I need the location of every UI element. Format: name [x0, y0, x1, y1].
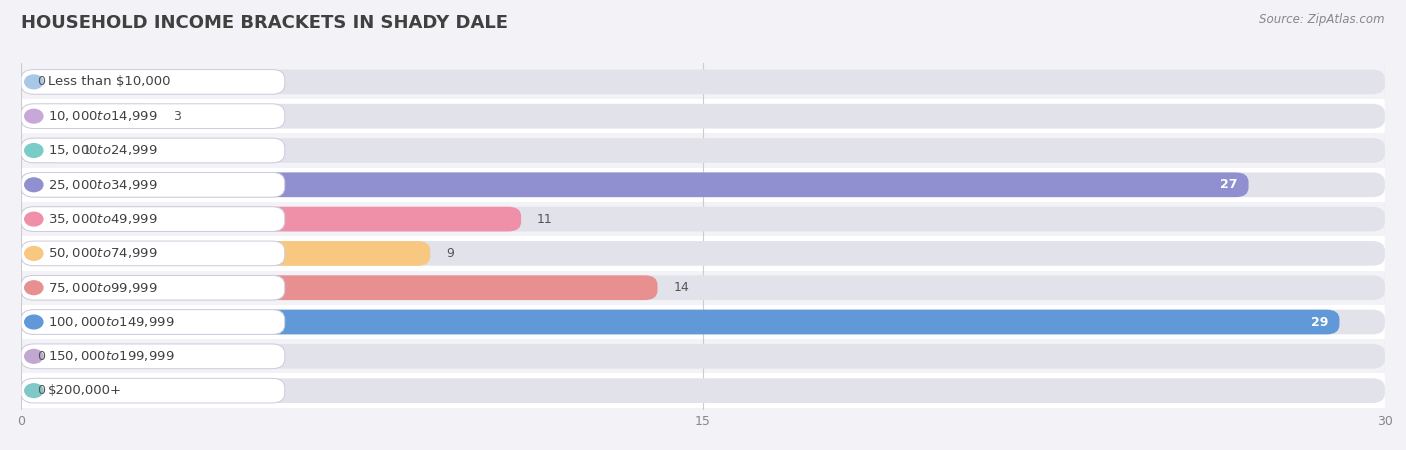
Text: $150,000 to $199,999: $150,000 to $199,999: [48, 349, 174, 363]
Circle shape: [25, 178, 44, 192]
Text: 0: 0: [37, 384, 45, 397]
Circle shape: [25, 144, 44, 158]
FancyBboxPatch shape: [21, 339, 1385, 374]
FancyBboxPatch shape: [21, 104, 285, 129]
FancyBboxPatch shape: [21, 168, 1385, 202]
FancyBboxPatch shape: [21, 241, 285, 266]
Text: 11: 11: [537, 212, 553, 225]
Text: $15,000 to $24,999: $15,000 to $24,999: [48, 144, 157, 158]
Text: $10,000 to $14,999: $10,000 to $14,999: [48, 109, 157, 123]
FancyBboxPatch shape: [21, 99, 1385, 133]
FancyBboxPatch shape: [21, 65, 1385, 99]
Text: $200,000+: $200,000+: [48, 384, 122, 397]
FancyBboxPatch shape: [21, 172, 1385, 197]
FancyBboxPatch shape: [21, 241, 430, 266]
FancyBboxPatch shape: [21, 104, 157, 129]
Text: Source: ZipAtlas.com: Source: ZipAtlas.com: [1260, 14, 1385, 27]
FancyBboxPatch shape: [21, 310, 1340, 334]
Text: 0: 0: [37, 75, 45, 88]
Circle shape: [25, 75, 44, 89]
FancyBboxPatch shape: [21, 241, 1385, 266]
FancyBboxPatch shape: [21, 138, 1385, 163]
Text: 1: 1: [83, 144, 90, 157]
FancyBboxPatch shape: [21, 133, 1385, 168]
FancyBboxPatch shape: [21, 305, 1385, 339]
Circle shape: [25, 212, 44, 226]
Circle shape: [25, 350, 44, 363]
FancyBboxPatch shape: [21, 310, 1385, 334]
FancyBboxPatch shape: [21, 378, 285, 403]
FancyBboxPatch shape: [21, 202, 1385, 236]
FancyBboxPatch shape: [21, 236, 1385, 270]
FancyBboxPatch shape: [21, 207, 1385, 231]
FancyBboxPatch shape: [21, 275, 658, 300]
FancyBboxPatch shape: [21, 275, 1385, 300]
Text: $50,000 to $74,999: $50,000 to $74,999: [48, 247, 157, 261]
Circle shape: [25, 315, 44, 329]
Text: $35,000 to $49,999: $35,000 to $49,999: [48, 212, 157, 226]
Circle shape: [25, 109, 44, 123]
Text: $25,000 to $34,999: $25,000 to $34,999: [48, 178, 157, 192]
FancyBboxPatch shape: [21, 207, 285, 231]
Text: Less than $10,000: Less than $10,000: [48, 75, 172, 88]
FancyBboxPatch shape: [21, 172, 285, 197]
FancyBboxPatch shape: [21, 344, 1385, 369]
Circle shape: [25, 384, 44, 397]
Text: 3: 3: [173, 110, 181, 123]
Text: 27: 27: [1219, 178, 1237, 191]
FancyBboxPatch shape: [21, 378, 1385, 403]
Text: 0: 0: [37, 350, 45, 363]
Text: 9: 9: [446, 247, 454, 260]
FancyBboxPatch shape: [21, 310, 285, 334]
FancyBboxPatch shape: [21, 172, 1249, 197]
Text: 14: 14: [673, 281, 689, 294]
FancyBboxPatch shape: [21, 374, 1385, 408]
Text: HOUSEHOLD INCOME BRACKETS IN SHADY DALE: HOUSEHOLD INCOME BRACKETS IN SHADY DALE: [21, 14, 508, 32]
FancyBboxPatch shape: [21, 344, 285, 369]
FancyBboxPatch shape: [21, 69, 285, 94]
Circle shape: [25, 281, 44, 295]
FancyBboxPatch shape: [21, 69, 1385, 94]
FancyBboxPatch shape: [21, 270, 1385, 305]
FancyBboxPatch shape: [21, 138, 285, 163]
FancyBboxPatch shape: [21, 207, 522, 231]
Circle shape: [25, 247, 44, 260]
FancyBboxPatch shape: [21, 104, 1385, 129]
Text: $75,000 to $99,999: $75,000 to $99,999: [48, 281, 157, 295]
FancyBboxPatch shape: [21, 138, 66, 163]
Text: 29: 29: [1310, 315, 1329, 328]
Text: $100,000 to $149,999: $100,000 to $149,999: [48, 315, 174, 329]
FancyBboxPatch shape: [21, 275, 285, 300]
